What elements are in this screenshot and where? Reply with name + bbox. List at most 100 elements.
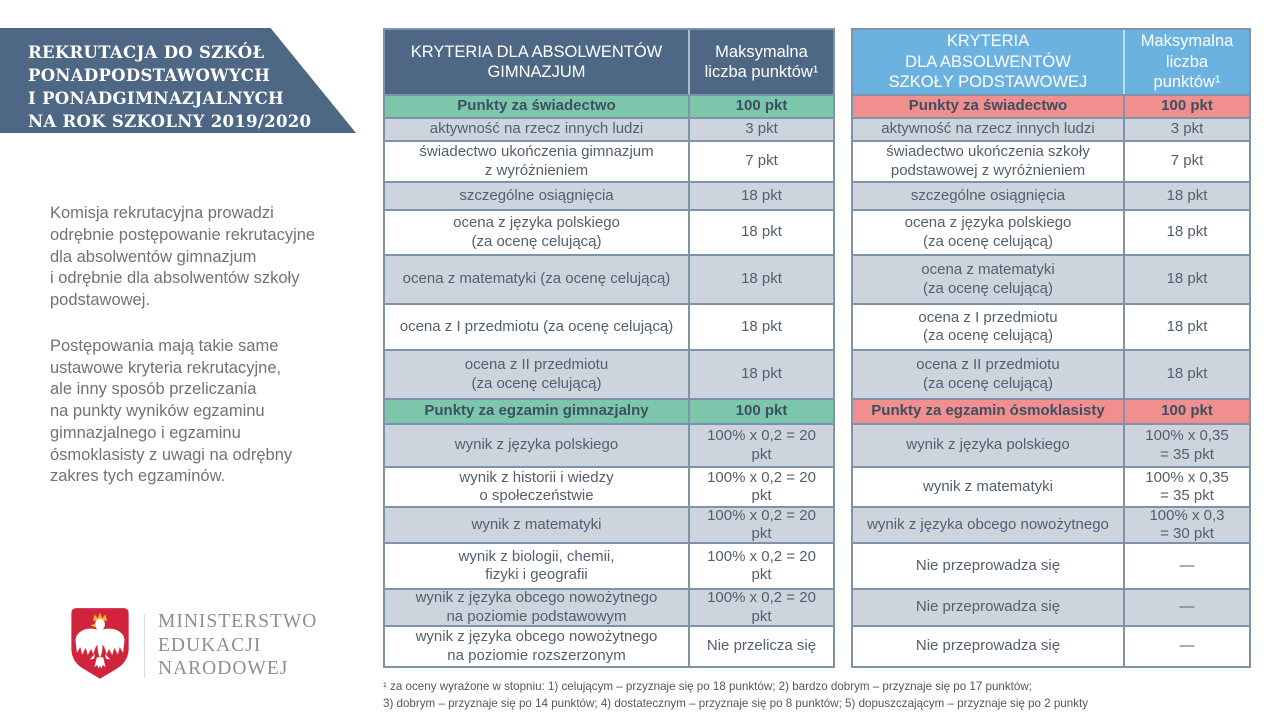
table-row: szczególne osiągnięcia 18 pkt xyxy=(385,181,833,209)
criteria-cell: wynik z matematyki xyxy=(853,468,1125,506)
criteria-cell: wynik z języka polskiego xyxy=(853,425,1125,466)
criteria-cell: Punkty za egzamin ósmoklasisty xyxy=(853,400,1125,423)
points-cell: 100% x 0,2 = 20 pkt xyxy=(707,468,816,504)
points-cell: 100% x 0,2 = 20 pkt xyxy=(707,589,816,625)
points-cell: 3 pkt xyxy=(1170,120,1204,138)
table-row: aktywność na rzecz innych ludzi 3 pkt xyxy=(853,117,1249,140)
criteria-cell: szczególne osiągnięcia xyxy=(385,183,690,209)
criteria-cell: Nie przeprowadza się xyxy=(853,590,1125,625)
polish-eagle-icon xyxy=(66,604,134,687)
points-header: Maksymalna liczba punktów¹ xyxy=(1140,32,1234,92)
intro-text-block: Komisja rekrutacyjna prowadzi odrębnie p… xyxy=(50,203,365,512)
criteria-cell: Punkty za świadectwo xyxy=(385,96,690,117)
table-row: wynik z matematyki 100% x 0,35 = 35 pkt xyxy=(853,466,1249,506)
table-row: wynik z języka obcego nowożytnego na poz… xyxy=(385,588,833,625)
criteria-cell: ocena z matematyki (za ocenę celującą) xyxy=(385,256,690,303)
table-row: wynik z historii i wiedzy o społeczeństw… xyxy=(385,466,833,506)
ministry-logo: MINISTERSTWO EDUKACJI NARODOWEJ xyxy=(66,604,317,687)
points-cell: 18 pkt xyxy=(741,223,782,241)
points-header: Maksymalna liczba punktów¹ xyxy=(704,42,819,81)
podstawowa-criteria-table: KRYTERIA DLA ABSOLWENTÓW SZKOŁY PODSTAWO… xyxy=(851,28,1251,668)
points-cell: 7 pkt xyxy=(1170,152,1204,170)
criteria-cell: ocena z I przedmiotu (za ocenę celującą) xyxy=(385,305,690,349)
intro-paragraph-2: Postępowania mają takie same ustawowe kr… xyxy=(50,336,293,486)
table-row: szczególne osiągnięcia 18 pkt xyxy=(853,181,1249,209)
table-row: świadectwo ukończenia szkoły podstawowej… xyxy=(853,140,1249,181)
section-header-row: Punkty za świadectwo 100 pkt xyxy=(853,94,1249,117)
points-cell: — xyxy=(1179,598,1195,616)
scoring-footnote: ¹ za oceny wyrażone w stopniu: 1) celują… xyxy=(383,680,1089,711)
points-cell: 100% x 0,35 = 35 pkt xyxy=(1145,468,1229,504)
criteria-cell: Nie przeprowadza się xyxy=(853,544,1125,588)
points-cell: 18 pkt xyxy=(1166,223,1208,241)
points-cell: 100% x 0,2 = 20 pkt xyxy=(707,547,816,583)
intro-paragraph-1: Komisja rekrutacyjna prowadzi odrębnie p… xyxy=(50,204,316,310)
points-cell: 18 pkt xyxy=(1166,317,1208,335)
table-row: ocena z I przedmiotu (za ocenę celującą)… xyxy=(385,303,833,349)
gimnazjum-criteria-table: KRYTERIA DLA ABSOLWENTÓW GIMNAZJUM Maksy… xyxy=(383,28,835,668)
section-header-row: Punkty za egzamin ósmoklasisty 100 pkt xyxy=(853,398,1249,423)
points-cell: 18 pkt xyxy=(741,365,782,383)
criteria-cell: aktywność na rzecz innych ludzi xyxy=(853,119,1125,140)
points-cell: — xyxy=(1179,556,1195,574)
logo-divider xyxy=(144,613,145,678)
criteria-cell: wynik z języka obcego nowożytnego xyxy=(853,508,1125,542)
criteria-cell: wynik z języka polskiego xyxy=(385,425,690,466)
points-cell: 100% x 0,35 = 35 pkt xyxy=(1145,427,1229,463)
criteria-header: KRYTERIA DLA ABSOLWENTÓW SZKOŁY PODSTAWO… xyxy=(853,30,1125,94)
table-row: ocena z matematyki (za ocenę celującą) 18… xyxy=(853,254,1249,303)
table-row: wynik z języka polskiego 100% x 0,35 = 35… xyxy=(853,423,1249,466)
table-row: aktywność na rzecz innych ludzi 3 pkt xyxy=(385,117,833,140)
points-cell: 18 pkt xyxy=(741,270,782,288)
table-row: wynik z języka obcego nowożytnego na poz… xyxy=(385,625,833,666)
table-row: ocena z matematyki (za ocenę celującą) 18… xyxy=(385,254,833,303)
points-cell: 18 pkt xyxy=(1166,365,1208,383)
criteria-cell: ocena z I przedmiotu (za ocenę celującą) xyxy=(853,305,1125,349)
table-row: Nie przeprowadza się — xyxy=(853,542,1249,588)
criteria-cell: szczególne osiągnięcia xyxy=(853,183,1125,209)
ministry-name: MINISTERSTWO EDUKACJI NARODOWEJ xyxy=(158,610,318,680)
points-cell: 7 pkt xyxy=(745,152,778,170)
table-row: wynik z języka obcego nowożytnego 100% x … xyxy=(853,506,1249,542)
points-cell: 3 pkt xyxy=(745,120,778,138)
points-cell: 100 pkt xyxy=(1161,402,1213,420)
table-row: Nie przeprowadza się — xyxy=(853,588,1249,625)
table-row: wynik z języka polskiego 100% x 0,2 = 20 … xyxy=(385,423,833,466)
points-cell: 100% x 0,2 = 20 pkt xyxy=(707,427,816,463)
criteria-cell: wynik z biologii, chemii, fizyki i geogr… xyxy=(385,544,690,588)
table-row: ocena z języka polskiego (za ocenę celuj… xyxy=(385,209,833,254)
points-cell: 100% x 0,2 = 20 pkt xyxy=(707,506,816,542)
table-row: wynik z biologii, chemii, fizyki i geogr… xyxy=(385,542,833,588)
points-cell: 18 pkt xyxy=(741,317,782,335)
gimnazjum-table-header: KRYTERIA DLA ABSOLWENTÓW GIMNAZJUM Maksy… xyxy=(385,30,833,94)
criteria-cell: aktywność na rzecz innych ludzi xyxy=(385,119,690,140)
points-cell: 18 pkt xyxy=(741,186,782,204)
gimnazjum-table-body: Punkty za świadectwo 100 pkt aktywność na … xyxy=(385,94,833,666)
criteria-cell: wynik z języka obcego nowożytnego na poz… xyxy=(385,589,690,625)
criteria-cell: wynik z matematyki xyxy=(385,508,690,542)
table-row: wynik z matematyki 100% x 0,2 = 20 pkt xyxy=(385,506,833,542)
criteria-cell: wynik z historii i wiedzy o społeczeństw… xyxy=(385,468,690,506)
section-header-row: Punkty za świadectwo 100 pkt xyxy=(385,94,833,117)
criteria-header: KRYTERIA DLA ABSOLWENTÓW GIMNAZJUM xyxy=(385,30,690,94)
table-row: Nie przeprowadza się — xyxy=(853,625,1249,666)
criteria-cell: wynik z języka obcego nowożytnego na poz… xyxy=(385,627,690,666)
podstawowa-table-header: KRYTERIA DLA ABSOLWENTÓW SZKOŁY PODSTAWO… xyxy=(853,30,1249,94)
criteria-cell: Punkty za egzamin gimnazjalny xyxy=(385,400,690,423)
criteria-cell: Punkty za świadectwo xyxy=(853,96,1125,117)
points-cell: 100 pkt xyxy=(735,402,788,420)
page-title: REKRUTACJA DO SZKÓŁ PONADPODSTAWOWYCH I … xyxy=(28,43,312,132)
points-cell: 18 pkt xyxy=(1166,186,1208,204)
points-cell: 18 pkt xyxy=(1166,270,1208,288)
points-cell: 100% x 0,3 = 30 pkt xyxy=(1149,506,1225,542)
table-row: ocena z języka polskiego (za ocenę celuj… xyxy=(853,209,1249,254)
table-row: ocena z I przedmiotu (za ocenę celującą)… xyxy=(853,303,1249,349)
title-banner: REKRUTACJA DO SZKÓŁ PONADPODSTAWOWYCH I … xyxy=(0,28,356,133)
section-header-row: Punkty za egzamin gimnazjalny 100 pkt xyxy=(385,398,833,423)
points-cell: Nie przelicza się xyxy=(706,637,817,655)
criteria-cell: świadectwo ukończenia gimnazjum z wyróżn… xyxy=(385,142,690,181)
criteria-cell: ocena z II przedmiotu (za ocenę celującą… xyxy=(853,351,1125,398)
points-cell: — xyxy=(1179,637,1195,655)
criteria-cell: ocena z matematyki (za ocenę celującą) xyxy=(853,256,1125,303)
